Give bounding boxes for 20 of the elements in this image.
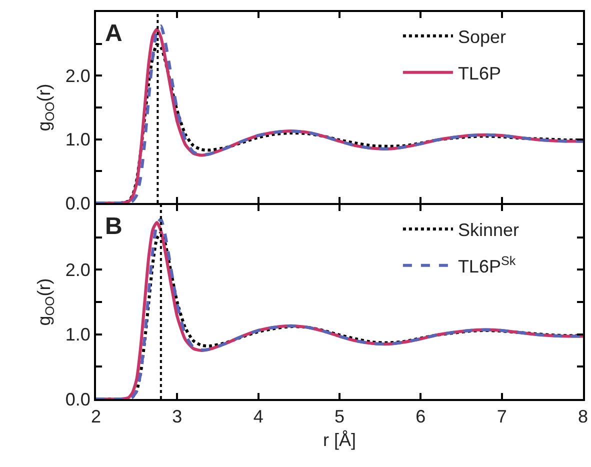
x-tick-label: 2 xyxy=(90,406,102,427)
x-tick-label: 5 xyxy=(334,406,345,427)
y-tick-label: 2.0 xyxy=(65,260,90,280)
x-axis-title: r [Å] xyxy=(322,430,356,450)
annotation: B xyxy=(105,213,122,240)
y-tick-label: 0.0 xyxy=(65,389,90,410)
legend-label: Soper xyxy=(458,26,506,47)
y-tick-label: 1.0 xyxy=(65,130,90,150)
x-tick-label: 7 xyxy=(496,406,507,427)
legend-label: TL6P$^{Sk}$ xyxy=(458,254,516,276)
y-tick-label: 1.0 xyxy=(65,324,90,345)
x-tick-label: 4 xyxy=(253,406,264,427)
y-tick-label: 2.0 xyxy=(65,66,90,86)
legend-label: TL6P xyxy=(458,63,501,84)
x-tick-label: 8 xyxy=(578,406,588,427)
x-tick-label: 6 xyxy=(416,406,426,427)
annotation: A xyxy=(105,20,122,47)
y-tick-label: 0.0 xyxy=(65,193,90,214)
x-tick-label: 3 xyxy=(172,406,182,427)
legend-label: Skinner xyxy=(458,220,519,240)
